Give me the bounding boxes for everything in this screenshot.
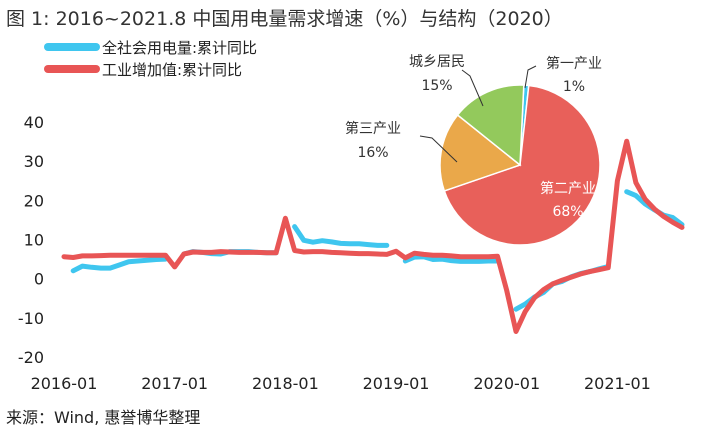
y-tick-label: 0: [34, 270, 44, 289]
pie-label: 68%: [552, 204, 583, 220]
line-series-group: [61, 138, 685, 334]
x-tick-label: 2017-01: [141, 374, 208, 393]
y-tick-label: -20: [18, 348, 44, 367]
series-electricity: [70, 189, 685, 312]
electricity-line-segment: [70, 256, 168, 274]
pie-label: 1%: [563, 79, 585, 95]
figure-title: 图 1: 2016~2021.8 中国用电量需求增速（%）与结构（2020）: [6, 8, 563, 30]
pie-label: 第二产业: [540, 180, 596, 197]
pie-slice: [456, 84, 525, 167]
x-axis-ticks: 2016-01 2017-01 2018-01 2019-01 2020-01 2021-…: [31, 374, 651, 393]
x-tick-label: 2018-01: [252, 374, 319, 393]
electricity-line-segment: [292, 224, 390, 248]
pie-label: 第三产业: [345, 120, 401, 137]
pie-label: 城乡居民: [409, 54, 465, 70]
series-industry: [61, 138, 685, 334]
pie-slice: [443, 84, 601, 246]
x-tick-label: 2019-01: [363, 374, 430, 393]
source-note: 来源：Wind, 惠誉博华整理: [6, 408, 201, 427]
y-tick-label: 20: [24, 191, 44, 210]
pie-leader-line: [419, 135, 458, 163]
pie-leader-line: [461, 69, 484, 107]
pie-label: 15%: [421, 78, 452, 94]
pie-slice: [439, 113, 522, 192]
x-tick-label: 2020-01: [473, 374, 540, 393]
legend-label: 全社会用电量:累计同比: [102, 39, 257, 57]
y-axis-ticks: 40 30 20 10 0 -10 -20: [18, 113, 44, 367]
y-tick-label: -10: [18, 309, 44, 328]
pie-chart: 第一产业 1% 第二产业 68% 第三产业 16% 城乡居民 15%: [345, 54, 602, 246]
pie-label: 第一产业: [546, 55, 602, 72]
pie-leader-line: [524, 65, 537, 89]
x-tick-label: 2021-01: [584, 374, 651, 393]
electricity-line-segment: [402, 254, 500, 264]
y-tick-label: 40: [24, 113, 44, 132]
pie-label: 16%: [357, 145, 388, 161]
industry-line-segment: [61, 138, 685, 334]
y-tick-label: 10: [24, 231, 44, 250]
legend-label: 工业增加值:累计同比: [102, 61, 242, 79]
y-tick-label: 30: [24, 152, 44, 171]
x-tick-label: 2016-01: [31, 374, 98, 393]
